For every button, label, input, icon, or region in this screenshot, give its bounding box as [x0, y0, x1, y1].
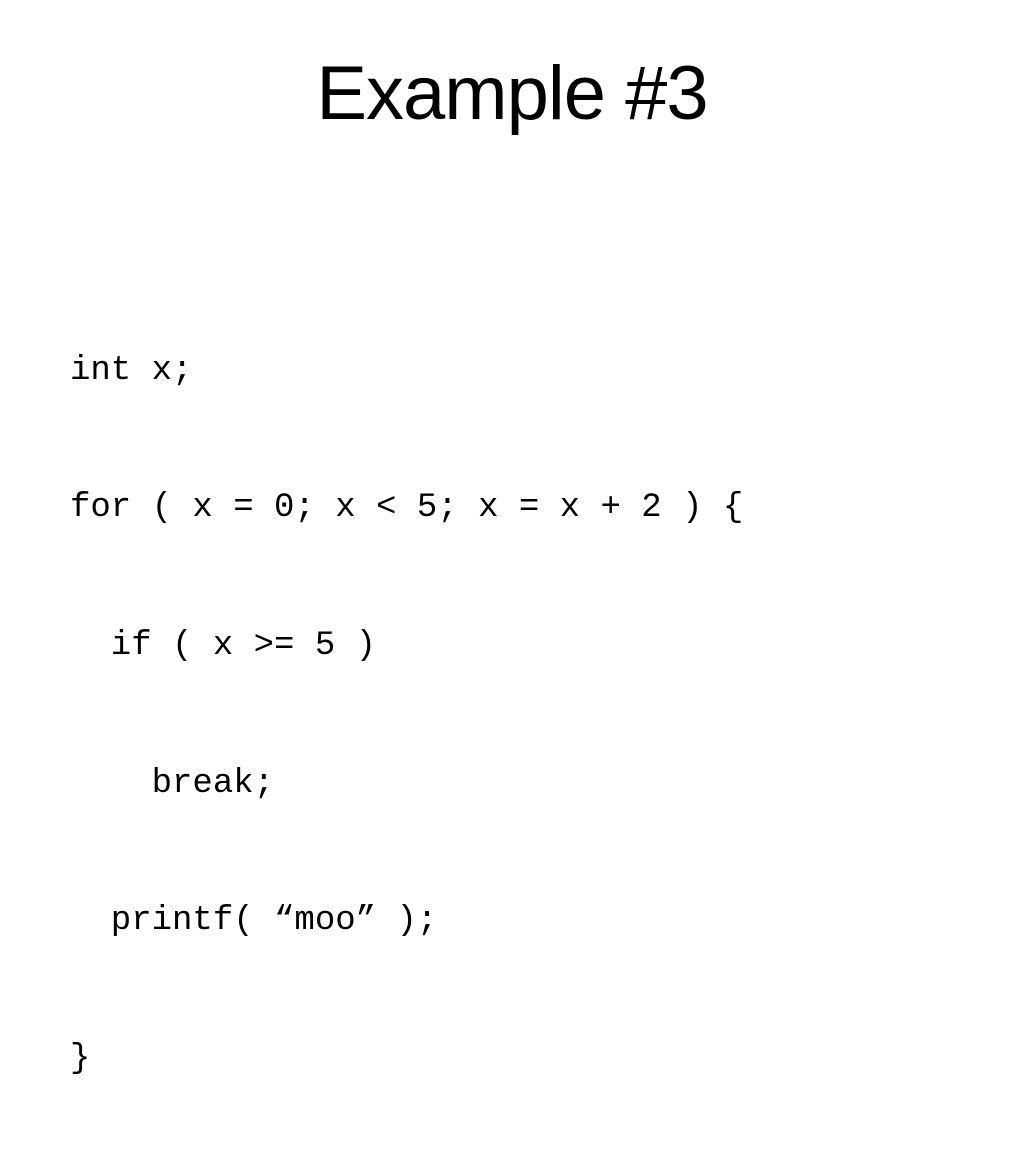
- code-block: int x; for ( x = 0; x < 5; x = x + 2 ) {…: [60, 257, 964, 1175]
- code-line: int x;: [70, 349, 964, 395]
- code-line: break;: [70, 762, 964, 808]
- code-line: for ( x = 0; x < 5; x = x + 2 ) {: [70, 486, 964, 532]
- code-line: if ( x >= 5 ): [70, 624, 964, 670]
- slide-container: Example #3 int x; for ( x = 0; x < 5; x …: [0, 0, 1024, 768]
- code-line: printf( “moo” );: [70, 899, 964, 945]
- slide-title: Example #3: [60, 50, 964, 137]
- code-line: }: [70, 1037, 964, 1083]
